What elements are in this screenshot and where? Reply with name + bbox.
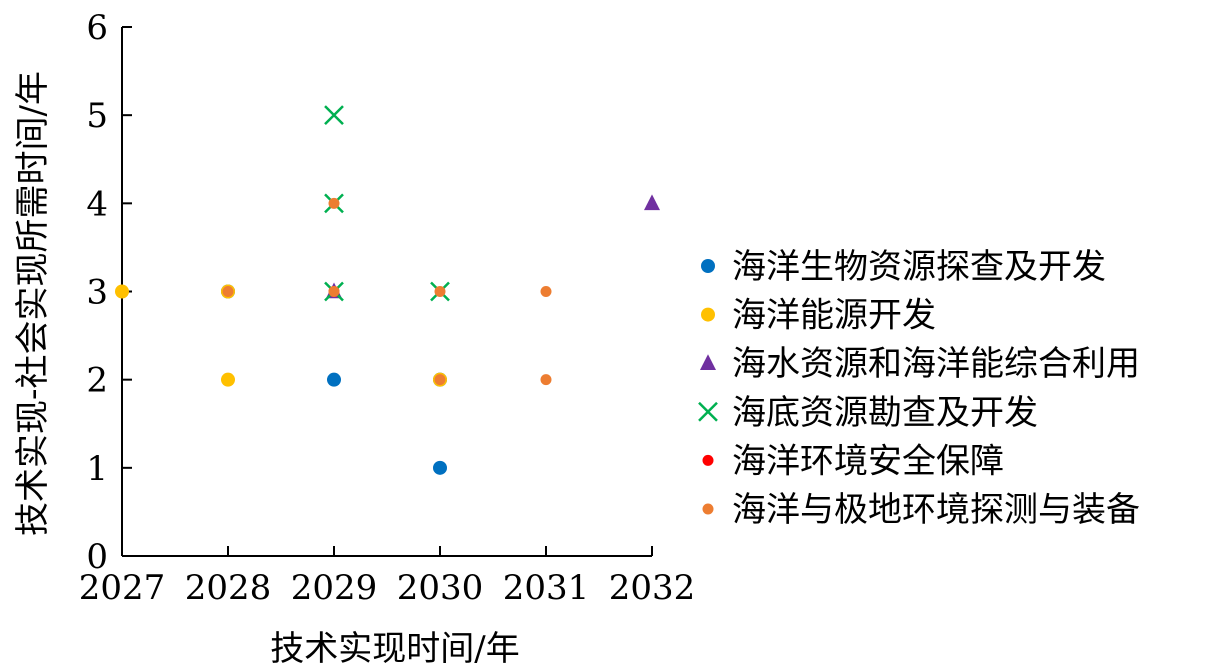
data-point [434, 374, 446, 386]
axes [121, 27, 652, 557]
y-tick-label: 3 [86, 273, 108, 313]
legend-marker [702, 454, 714, 466]
series-2 [115, 284, 447, 387]
ticks: 2027 2028 2029 2030 2031 2032 0 1 2 3 4 5 6 [79, 8, 696, 608]
data-point [327, 372, 341, 387]
series-6 [222, 197, 552, 386]
data-point [222, 286, 234, 297]
legend-label: 海洋生物资源探查及开发 [732, 247, 1106, 287]
legend: 海洋生物资源探查及开发海洋能源开发海水资源和海洋能综合利用海底资源勘查及开发海洋… [698, 247, 1140, 530]
data-point [644, 194, 660, 211]
legend-label: 海水资源和海洋能综合利用 [732, 344, 1140, 384]
x-tick-label: 2029 [291, 568, 378, 608]
legend-label: 海洋环境安全保障 [732, 441, 1004, 481]
y-tick-label: 2 [86, 361, 108, 401]
data-point [328, 286, 340, 297]
series-3 [326, 194, 660, 299]
data-point [328, 197, 340, 209]
legend-marker [700, 354, 716, 370]
x-axis-title: 技术实现时间/年 [270, 629, 519, 668]
x-tick-label: 2032 [609, 568, 696, 608]
legend-label: 海底资源勘查及开发 [732, 393, 1038, 433]
legend-item: 海水资源和海洋能综合利用 [700, 344, 1140, 384]
legend-label: 海洋与极地环境探测与装备 [732, 490, 1140, 530]
x-tick-label: 2031 [503, 568, 590, 608]
y-tick-label: 4 [86, 184, 108, 224]
y-tick-label: 6 [86, 8, 108, 48]
y-tick-label: 5 [86, 96, 108, 136]
x-tick-label: 2028 [185, 568, 272, 608]
y-axis-title: 技术实现-社会实现所需时间/年 [13, 71, 53, 536]
data-point [115, 284, 129, 299]
data-point [540, 286, 552, 297]
legend-marker [701, 259, 715, 273]
series-1 [221, 284, 447, 475]
series-4 [324, 105, 450, 302]
legend-marker [701, 307, 715, 322]
data-point [540, 374, 552, 386]
data-points [115, 105, 660, 475]
x-tick-label: 2027 [79, 568, 166, 608]
data-point [434, 286, 446, 297]
y-tick-label: 1 [86, 449, 108, 489]
legend-marker [702, 503, 714, 515]
data-point [221, 372, 235, 387]
x-tick-label: 2030 [397, 568, 484, 608]
legend-item: 海洋能源开发 [701, 296, 936, 336]
legend-item: 海底资源勘查及开发 [698, 393, 1038, 433]
data-point [433, 460, 447, 475]
legend-item: 海洋与极地环境探测与装备 [702, 490, 1140, 530]
legend-item: 海洋环境安全保障 [702, 441, 1004, 481]
legend-item: 海洋生物资源探查及开发 [701, 247, 1106, 287]
y-tick-label: 0 [86, 537, 108, 577]
legend-label: 海洋能源开发 [732, 296, 936, 336]
legend-marker [698, 401, 718, 422]
data-point [324, 105, 344, 126]
